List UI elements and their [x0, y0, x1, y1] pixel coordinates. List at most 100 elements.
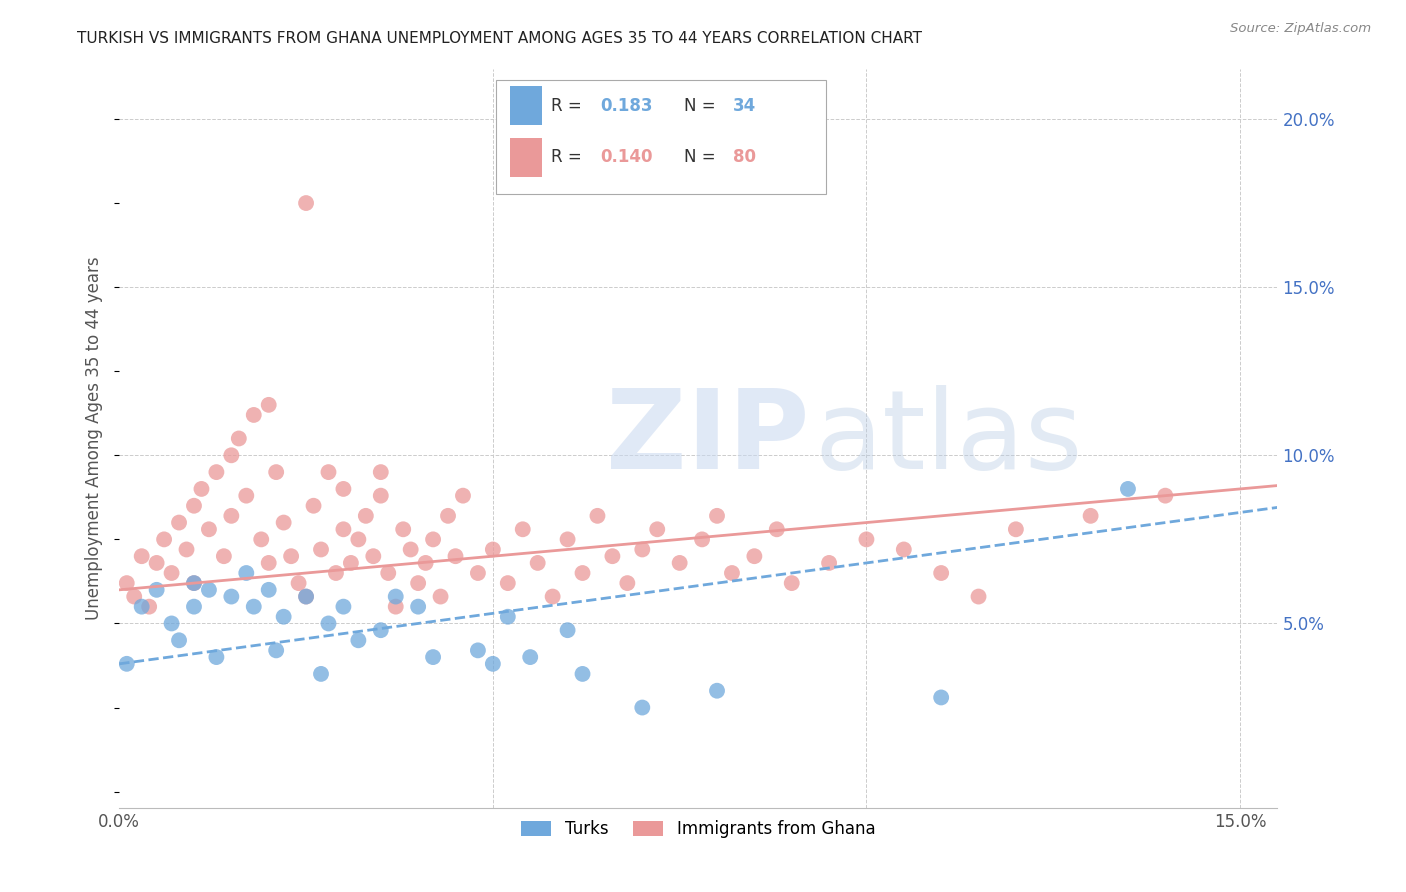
Point: [325, 566, 347, 580]
Point: [392, 522, 415, 536]
Point: [257, 556, 280, 570]
Point: [354, 508, 377, 523]
Point: [429, 590, 451, 604]
Point: [422, 650, 444, 665]
Point: [541, 590, 564, 604]
Text: N =: N =: [685, 96, 721, 114]
Point: [526, 556, 548, 570]
Point: [363, 549, 385, 564]
Point: [122, 590, 145, 604]
Point: [257, 582, 280, 597]
Text: 0.183: 0.183: [600, 96, 652, 114]
Point: [571, 566, 593, 580]
FancyBboxPatch shape: [496, 79, 825, 194]
Bar: [509, 138, 541, 177]
Point: [160, 566, 183, 580]
Point: [406, 576, 429, 591]
Point: [557, 623, 579, 637]
Point: [221, 590, 243, 604]
Point: [131, 599, 153, 614]
Point: [1154, 489, 1177, 503]
Point: [893, 542, 915, 557]
Point: [183, 499, 205, 513]
Point: [309, 542, 332, 557]
Text: R =: R =: [551, 96, 588, 114]
Point: [176, 542, 198, 557]
Point: [384, 599, 406, 614]
Point: [496, 609, 519, 624]
Point: [183, 576, 205, 591]
Point: [415, 556, 437, 570]
Text: 34: 34: [733, 96, 756, 114]
Text: N =: N =: [685, 148, 721, 166]
Point: [138, 599, 160, 614]
Point: [1005, 522, 1028, 536]
Point: [1116, 482, 1139, 496]
Point: [273, 609, 295, 624]
Point: [370, 465, 392, 479]
Point: [496, 576, 519, 591]
Point: [221, 508, 243, 523]
Point: [235, 489, 257, 503]
Text: atlas: atlas: [814, 385, 1083, 492]
Point: [115, 576, 138, 591]
Point: [384, 590, 406, 604]
Text: R =: R =: [551, 148, 588, 166]
Point: [765, 522, 787, 536]
Point: [399, 542, 422, 557]
Point: [370, 623, 392, 637]
Point: [167, 516, 190, 530]
Point: [347, 533, 370, 547]
Point: [855, 533, 877, 547]
Point: [482, 657, 505, 671]
Point: [160, 616, 183, 631]
Point: [183, 576, 205, 591]
Point: [1080, 508, 1102, 523]
Point: [706, 508, 728, 523]
Point: [340, 556, 363, 570]
Point: [273, 516, 295, 530]
Text: 80: 80: [733, 148, 756, 166]
Text: Source: ZipAtlas.com: Source: ZipAtlas.com: [1230, 22, 1371, 36]
Point: [221, 448, 243, 462]
Point: [205, 465, 228, 479]
Point: [318, 616, 340, 631]
Point: [302, 499, 325, 513]
Point: [519, 650, 541, 665]
Point: [295, 590, 318, 604]
Text: 0.140: 0.140: [600, 148, 652, 166]
Point: [280, 549, 302, 564]
Point: [332, 522, 354, 536]
Point: [616, 576, 638, 591]
Point: [115, 657, 138, 671]
Point: [228, 432, 250, 446]
Point: [198, 522, 221, 536]
Point: [131, 549, 153, 564]
Point: [690, 533, 713, 547]
Point: [287, 576, 309, 591]
Point: [235, 566, 257, 580]
Point: [631, 700, 654, 714]
Point: [571, 667, 593, 681]
Point: [967, 590, 990, 604]
Point: [557, 533, 579, 547]
Point: [190, 482, 212, 496]
Point: [198, 582, 221, 597]
Point: [295, 196, 318, 211]
Point: [706, 683, 728, 698]
Point: [602, 549, 624, 564]
Point: [668, 556, 690, 570]
Point: [721, 566, 744, 580]
Point: [257, 398, 280, 412]
Point: [406, 599, 429, 614]
Point: [145, 556, 167, 570]
Bar: [509, 87, 541, 125]
Point: [332, 482, 354, 496]
Point: [437, 508, 460, 523]
Point: [444, 549, 467, 564]
Point: [451, 489, 474, 503]
Point: [929, 566, 952, 580]
Point: [377, 566, 399, 580]
Legend: Turks, Immigrants from Ghana: Turks, Immigrants from Ghana: [515, 814, 882, 845]
Point: [250, 533, 273, 547]
